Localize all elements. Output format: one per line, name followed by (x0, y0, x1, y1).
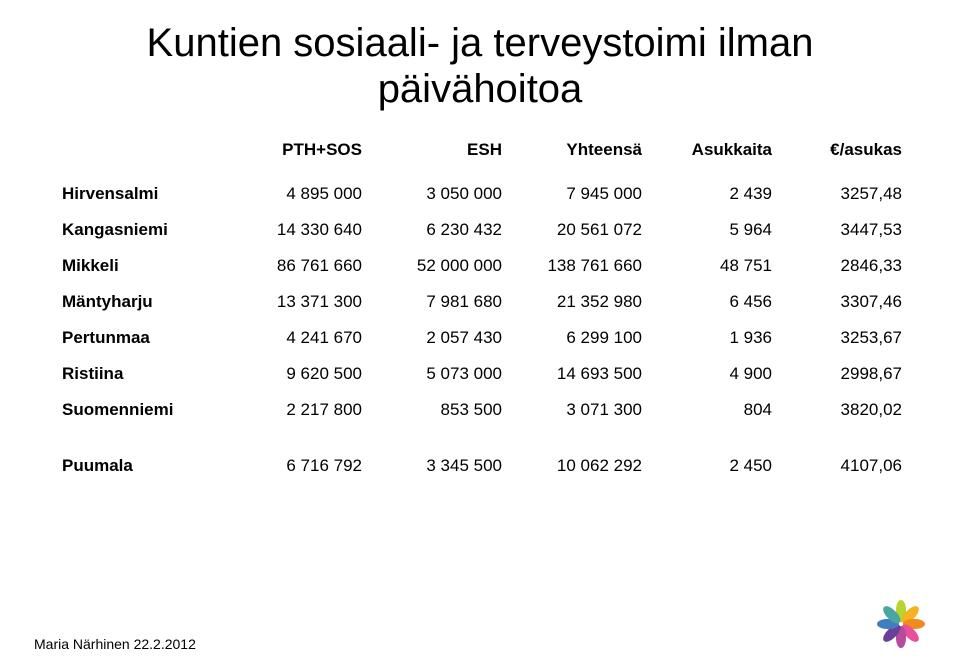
slide: Kuntien sosiaali- ja terveystoimi ilman … (0, 0, 960, 670)
title-line-1: Kuntien sosiaali- ja terveystoimi ilman (147, 21, 814, 65)
cell: 3 050 000 (362, 184, 502, 220)
cell: 5 073 000 (362, 364, 502, 400)
cell: 3257,48 (772, 184, 902, 220)
table-row: Hirvensalmi 4 895 000 3 050 000 7 945 00… (62, 184, 902, 220)
cell: 6 456 (642, 292, 772, 328)
cell: 2 439 (642, 184, 772, 220)
table-body: Hirvensalmi 4 895 000 3 050 000 7 945 00… (62, 184, 902, 492)
table-row: Suomenniemi 2 217 800 853 500 3 071 300 … (62, 400, 902, 456)
cell: 9 620 500 (222, 364, 362, 400)
cell: 1 936 (642, 328, 772, 364)
data-table: PTH+SOS ESH Yhteensä Asukkaita €/asukas … (62, 140, 902, 492)
cell: 2 450 (642, 456, 772, 492)
cell: 4107,06 (772, 456, 902, 492)
row-label: Pertunmaa (62, 328, 222, 364)
cell: 7 945 000 (502, 184, 642, 220)
cell: 4 895 000 (222, 184, 362, 220)
cell: 3447,53 (772, 220, 902, 256)
cell: 13 371 300 (222, 292, 362, 328)
cell: 2998,67 (772, 364, 902, 400)
row-label: Mikkeli (62, 256, 222, 292)
cell: 853 500 (362, 400, 502, 456)
cell: 20 561 072 (502, 220, 642, 256)
footer-text: Maria Närhinen 22.2.2012 (34, 636, 196, 652)
cell: 3307,46 (772, 292, 902, 328)
cell: 3 071 300 (502, 400, 642, 456)
cell: 2846,33 (772, 256, 902, 292)
cell: 3253,67 (772, 328, 902, 364)
cell: 14 693 500 (502, 364, 642, 400)
table-row: Ristiina 9 620 500 5 073 000 14 693 500 … (62, 364, 902, 400)
cell: 6 299 100 (502, 328, 642, 364)
table-row: Puumala 6 716 792 3 345 500 10 062 292 2… (62, 456, 902, 492)
table-header: Asukkaita (642, 140, 772, 184)
cell: 86 761 660 (222, 256, 362, 292)
table-header: €/asukas (772, 140, 902, 184)
cell: 4 241 670 (222, 328, 362, 364)
cell: 5 964 (642, 220, 772, 256)
row-label: Suomenniemi (62, 400, 222, 456)
cell: 3820,02 (772, 400, 902, 456)
cell: 7 981 680 (362, 292, 502, 328)
cell: 10 062 292 (502, 456, 642, 492)
row-label: Kangasniemi (62, 220, 222, 256)
cell: 48 751 (642, 256, 772, 292)
cell: 4 900 (642, 364, 772, 400)
cell: 6 230 432 (362, 220, 502, 256)
table-row: Pertunmaa 4 241 670 2 057 430 6 299 100 … (62, 328, 902, 364)
page-title: Kuntien sosiaali- ja terveystoimi ilman … (50, 20, 910, 112)
table-header-row: PTH+SOS ESH Yhteensä Asukkaita €/asukas (62, 140, 902, 184)
table-row: Mikkeli 86 761 660 52 000 000 138 761 66… (62, 256, 902, 292)
row-label: Ristiina (62, 364, 222, 400)
table-row: Kangasniemi 14 330 640 6 230 432 20 561 … (62, 220, 902, 256)
flower-logo-icon (876, 598, 926, 648)
cell: 52 000 000 (362, 256, 502, 292)
table-header: PTH+SOS (222, 140, 362, 184)
row-label: Puumala (62, 456, 222, 492)
row-label: Hirvensalmi (62, 184, 222, 220)
cell: 14 330 640 (222, 220, 362, 256)
row-label: Mäntyharju (62, 292, 222, 328)
cell: 138 761 660 (502, 256, 642, 292)
title-line-2: päivähoitoa (378, 67, 583, 111)
cell: 2 217 800 (222, 400, 362, 456)
table-header: ESH (362, 140, 502, 184)
cell: 6 716 792 (222, 456, 362, 492)
cell: 2 057 430 (362, 328, 502, 364)
cell: 21 352 980 (502, 292, 642, 328)
cell: 804 (642, 400, 772, 456)
table-header-blank (62, 140, 222, 184)
table-header: Yhteensä (502, 140, 642, 184)
cell: 3 345 500 (362, 456, 502, 492)
table-row: Mäntyharju 13 371 300 7 981 680 21 352 9… (62, 292, 902, 328)
